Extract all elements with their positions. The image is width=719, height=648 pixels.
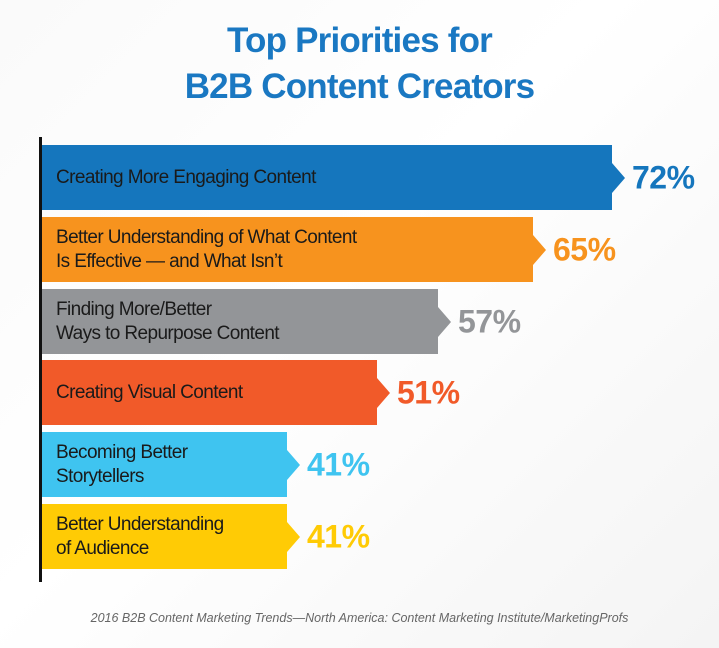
chart-title-line-2: B2B Content Creators: [184, 67, 535, 106]
source-citation: 2016 B2B Content Marketing Trends—North …: [90, 611, 629, 625]
bar-fill: [42, 432, 287, 497]
chevron-right-icon: [377, 377, 390, 408]
bar-value: 41%: [307, 518, 370, 554]
bar-value: 51%: [397, 374, 460, 410]
bar-value: 72%: [632, 159, 695, 195]
bar-label: Better Understanding of What Content Is …: [56, 226, 357, 272]
bar-label: Becoming Better Storytellers: [56, 441, 188, 487]
chevron-right-icon: [438, 306, 451, 337]
chevron-right-icon: [533, 234, 546, 265]
bar-label: Finding More/Better Ways to Repurpose Co…: [56, 298, 280, 344]
chart-title: Top Priorities for B2B Content Creators: [0, 18, 719, 110]
bar-fill: [42, 217, 533, 282]
bar-3: Finding More/Better Ways to Repurpose Co…: [42, 289, 558, 354]
bar-6: Better Understanding of Audience 41%: [42, 504, 407, 569]
bar-fill: [42, 360, 377, 425]
bar-value: 65%: [553, 231, 616, 267]
chart-title-line-1: Top Priorities for: [227, 21, 493, 60]
bar-4: Creating Visual Content 51%: [42, 360, 497, 425]
chevron-right-icon: [287, 521, 300, 552]
bar-label: Creating More Engaging Content: [56, 166, 316, 188]
bar-2: Better Understanding of What Content Is …: [42, 217, 653, 282]
bar-5: Becoming Better Storytellers 41%: [42, 432, 407, 497]
chevron-right-icon: [287, 449, 300, 480]
bar-value: 57%: [458, 303, 521, 339]
chevron-right-icon: [612, 162, 625, 193]
bar-label: Better Understanding of Audience: [56, 513, 224, 559]
bar-fill: [42, 504, 287, 569]
bar-label: Creating Visual Content: [56, 381, 243, 403]
y-axis-line: [39, 137, 42, 582]
bar-1: Creating More Engaging Content 72%: [42, 145, 719, 210]
bar-fill: [42, 289, 438, 354]
bar-value: 41%: [307, 446, 370, 482]
bar-fill: [42, 145, 612, 210]
